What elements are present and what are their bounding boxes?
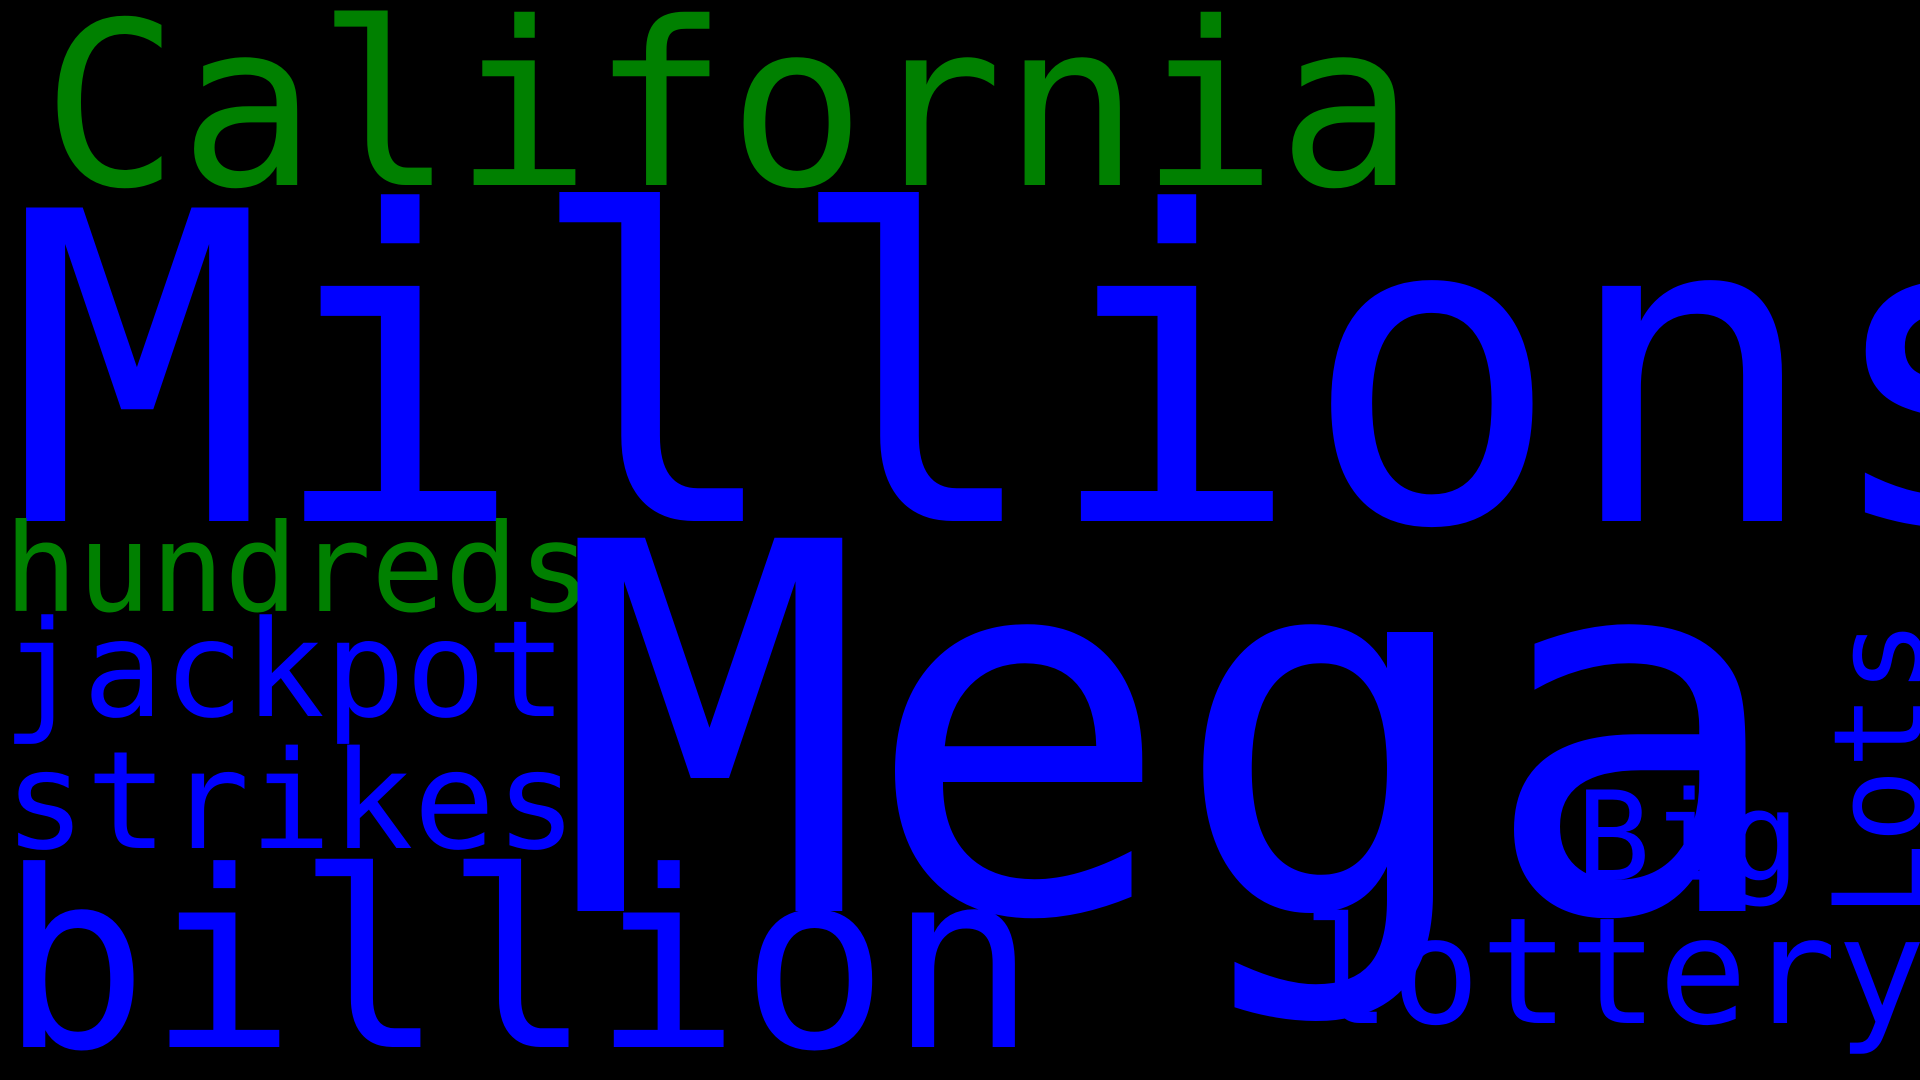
word-california: California	[42, 0, 1415, 239]
word-hundreds: hundreds	[4, 498, 592, 640]
word-lots: Lots	[1808, 619, 1920, 918]
word-lottery: lottery	[1302, 886, 1920, 1058]
word-billion: billion	[0, 820, 1037, 1080]
word-millions: Millions	[8, 123, 1920, 623]
word-jackpot: jackpot	[2, 592, 567, 748]
word-big: Big	[1576, 766, 1800, 910]
word-mega: Mega	[556, 436, 1789, 1032]
word-strikes: strikes	[4, 723, 578, 881]
